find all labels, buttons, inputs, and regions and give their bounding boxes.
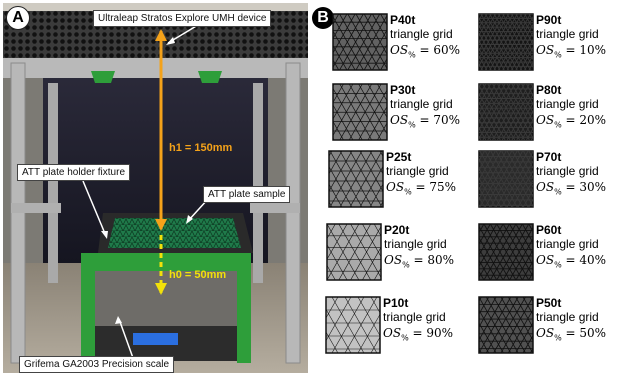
sample-card: P70t triangle grid OS% = 30% [478,150,628,218]
sample-card: P10t triangle grid OS% = 90% [325,296,475,364]
triangle-grid-pattern [479,84,533,140]
sample-swatch [326,223,382,281]
panel-a-photo: Ultraleap Stratos Explore UMH device ATT… [3,3,308,373]
sample-name: P40t [390,13,416,27]
sample-open-space: OS% = 70% [390,113,461,130]
sample-open-space: OS% = 75% [386,180,457,197]
sample-kind: triangle grid [390,27,453,41]
sample-swatch [325,296,381,354]
sample-callout: ATT plate sample [203,186,291,203]
sample-name: P50t [536,296,562,310]
sample-kind: triangle grid [536,27,599,41]
sample-name: P80t [536,83,562,97]
sample-name: P10t [383,296,409,310]
sample-kind: triangle grid [386,164,449,178]
sample-card: P30t triangle grid OS% = 70% [332,83,482,151]
sample-open-space: OS% = 10% [536,43,607,60]
sample-card: P25t triangle grid OS% = 75% [328,150,478,218]
h1-label: h1 = 150mm [169,142,233,154]
triangle-grid-pattern [479,14,533,70]
sample-name: P70t [536,150,562,164]
sample-swatch [332,83,388,141]
sample-open-space: OS% = 30% [536,180,607,197]
sample-swatch [332,13,388,71]
sample-name: P60t [536,223,562,237]
triangle-grid-pattern [329,151,383,207]
sample-kind: triangle grid [536,97,599,111]
sample-open-space: OS% = 60% [390,43,461,60]
sample-card: P60t triangle grid OS% = 40% [478,223,628,291]
sample-open-space: OS% = 90% [383,326,454,343]
sample-kind: triangle grid [384,237,447,251]
triangle-grid-pattern [333,84,387,140]
sample-swatch [478,223,534,281]
triangle-grid-pattern [326,297,380,353]
sample-swatch [478,13,534,71]
sample-kind: triangle grid [536,164,599,178]
sample-kind: triangle grid [383,310,446,324]
sample-card: P50t triangle grid OS% = 50% [478,296,628,364]
sample-open-space: OS% = 40% [536,253,607,270]
sample-card: P90t triangle grid OS% = 10% [478,13,628,81]
sample-open-space: OS% = 80% [384,253,455,270]
sample-swatch [478,150,534,208]
triangle-grid-pattern [327,224,381,280]
triangle-grid-pattern [479,297,533,353]
triangle-grid-pattern [333,14,387,70]
sample-kind: triangle grid [390,97,453,111]
sample-name: P30t [390,83,416,97]
sample-swatch [328,150,384,208]
sample-card: P80t triangle grid OS% = 20% [478,83,628,151]
h0-label: h0 = 50mm [169,269,227,281]
sample-name: P20t [384,223,410,237]
sample-card: P20t triangle grid OS% = 80% [326,223,476,291]
sample-kind: triangle grid [536,237,599,251]
scale-callout: Grifema GA2003 Precision scale [19,356,175,373]
panel-label-b: B [312,7,334,29]
panel-label-a: A [6,6,30,30]
sample-swatch [478,296,534,354]
sample-open-space: OS% = 50% [536,326,607,343]
device-callout: Ultraleap Stratos Explore UMH device [93,10,272,27]
sample-kind: triangle grid [536,310,599,324]
sample-card: P40t triangle grid OS% = 60% [332,13,482,81]
fixture-callout: ATT plate holder fixture [17,164,131,181]
sample-name: P25t [386,150,412,164]
sample-swatch [478,83,534,141]
sample-open-space: OS% = 20% [536,113,607,130]
triangle-grid-pattern [479,224,533,280]
triangle-grid-pattern [479,151,533,207]
panel-b-samples: P40t triangle grid OS% = 60% P30t triang… [318,0,629,376]
sample-name: P90t [536,13,562,27]
